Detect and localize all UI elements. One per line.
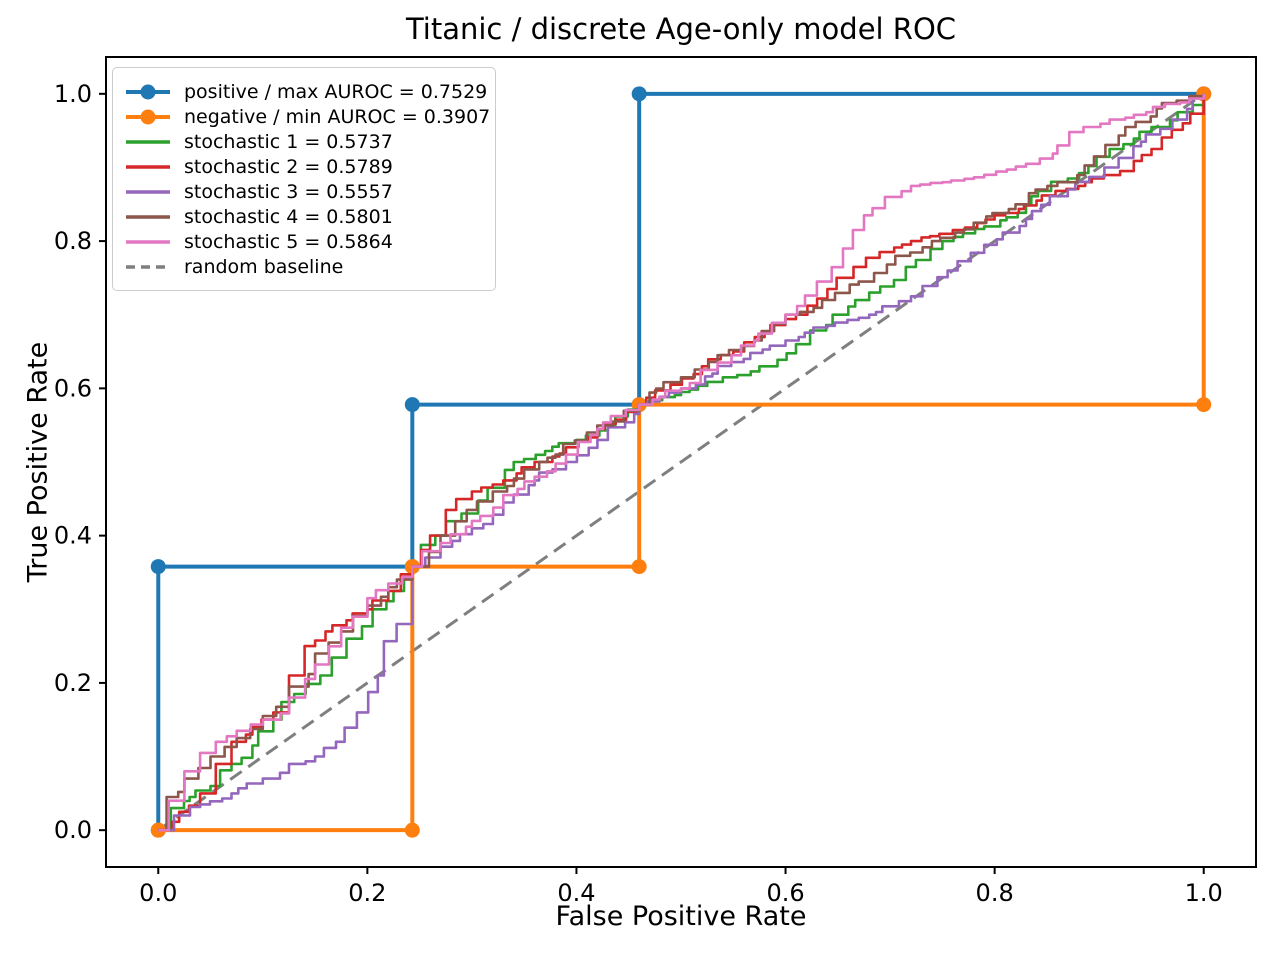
y-tick-label: 0.2 bbox=[54, 669, 92, 697]
legend-label: stochastic 2 = 0.5789 bbox=[184, 155, 393, 178]
legend-line-marker-swatch bbox=[126, 109, 170, 124]
chart-title: Titanic / discrete Age-only model ROC bbox=[405, 12, 957, 46]
x-axis-label: False Positive Rate bbox=[555, 901, 807, 932]
data-point-marker bbox=[150, 822, 166, 838]
legend-label: negative / min AUROC = 0.3907 bbox=[184, 105, 491, 128]
legend-label: stochastic 3 = 0.5557 bbox=[184, 180, 393, 203]
y-tick-label: 0.8 bbox=[54, 227, 92, 255]
x-tick-label: 0.0 bbox=[139, 879, 177, 907]
legend-item: stochastic 1 = 0.5737 bbox=[125, 129, 483, 154]
legend-item: stochastic 2 = 0.5789 bbox=[125, 154, 483, 179]
x-tick-label: 0.4 bbox=[557, 879, 595, 907]
x-tick-label: 1.0 bbox=[1185, 879, 1223, 907]
roc-curve-7 bbox=[157, 92, 1205, 832]
data-point-marker bbox=[631, 559, 647, 575]
legend-line-swatch bbox=[126, 214, 170, 219]
legend-line-swatch bbox=[126, 189, 170, 194]
roc-curve-4 bbox=[158, 93, 1205, 832]
legend-line-swatch bbox=[126, 139, 170, 144]
legend-line-swatch bbox=[126, 164, 170, 169]
y-tick-label: 0.0 bbox=[54, 816, 92, 844]
legend-item: random baseline bbox=[125, 254, 483, 279]
y-axis-label: True Positive Rate bbox=[22, 341, 54, 583]
data-point-marker bbox=[1196, 397, 1212, 413]
legend-item: stochastic 5 = 0.5864 bbox=[125, 229, 483, 254]
plot-frame bbox=[105, 56, 1257, 868]
x-tick-label: 0.6 bbox=[766, 879, 804, 907]
data-point-marker bbox=[404, 822, 420, 838]
legend-dashed-line-swatch bbox=[126, 264, 170, 269]
legend-label: random baseline bbox=[184, 255, 344, 278]
legend-line-marker-swatch bbox=[126, 84, 170, 99]
y-tick-label: 0.4 bbox=[54, 522, 92, 550]
legend-label: stochastic 4 = 0.5801 bbox=[184, 205, 393, 228]
data-point-marker bbox=[631, 86, 647, 102]
x-tick-label: 0.2 bbox=[348, 879, 386, 907]
legend-label: stochastic 1 = 0.5737 bbox=[184, 130, 393, 153]
legend-item: stochastic 4 = 0.5801 bbox=[125, 204, 483, 229]
legend-item: negative / min AUROC = 0.3907 bbox=[125, 104, 490, 129]
x-tick-label: 0.8 bbox=[976, 879, 1014, 907]
legend-item: positive / max AUROC = 0.7529 bbox=[125, 79, 487, 104]
y-tick-label: 1.0 bbox=[54, 80, 92, 108]
roc-curve-6 bbox=[158, 93, 1205, 832]
data-point-marker bbox=[150, 559, 166, 575]
y-tick-label: 0.6 bbox=[54, 374, 92, 402]
legend-line-swatch bbox=[126, 239, 170, 244]
data-point-marker bbox=[404, 397, 420, 413]
legend-item: stochastic 3 = 0.5557 bbox=[125, 179, 483, 204]
legend-label: positive / max AUROC = 0.7529 bbox=[184, 80, 488, 103]
legend: positive / max AUROC = 0.7529 negative / … bbox=[112, 67, 496, 291]
legend-label: stochastic 5 = 0.5864 bbox=[184, 230, 393, 253]
